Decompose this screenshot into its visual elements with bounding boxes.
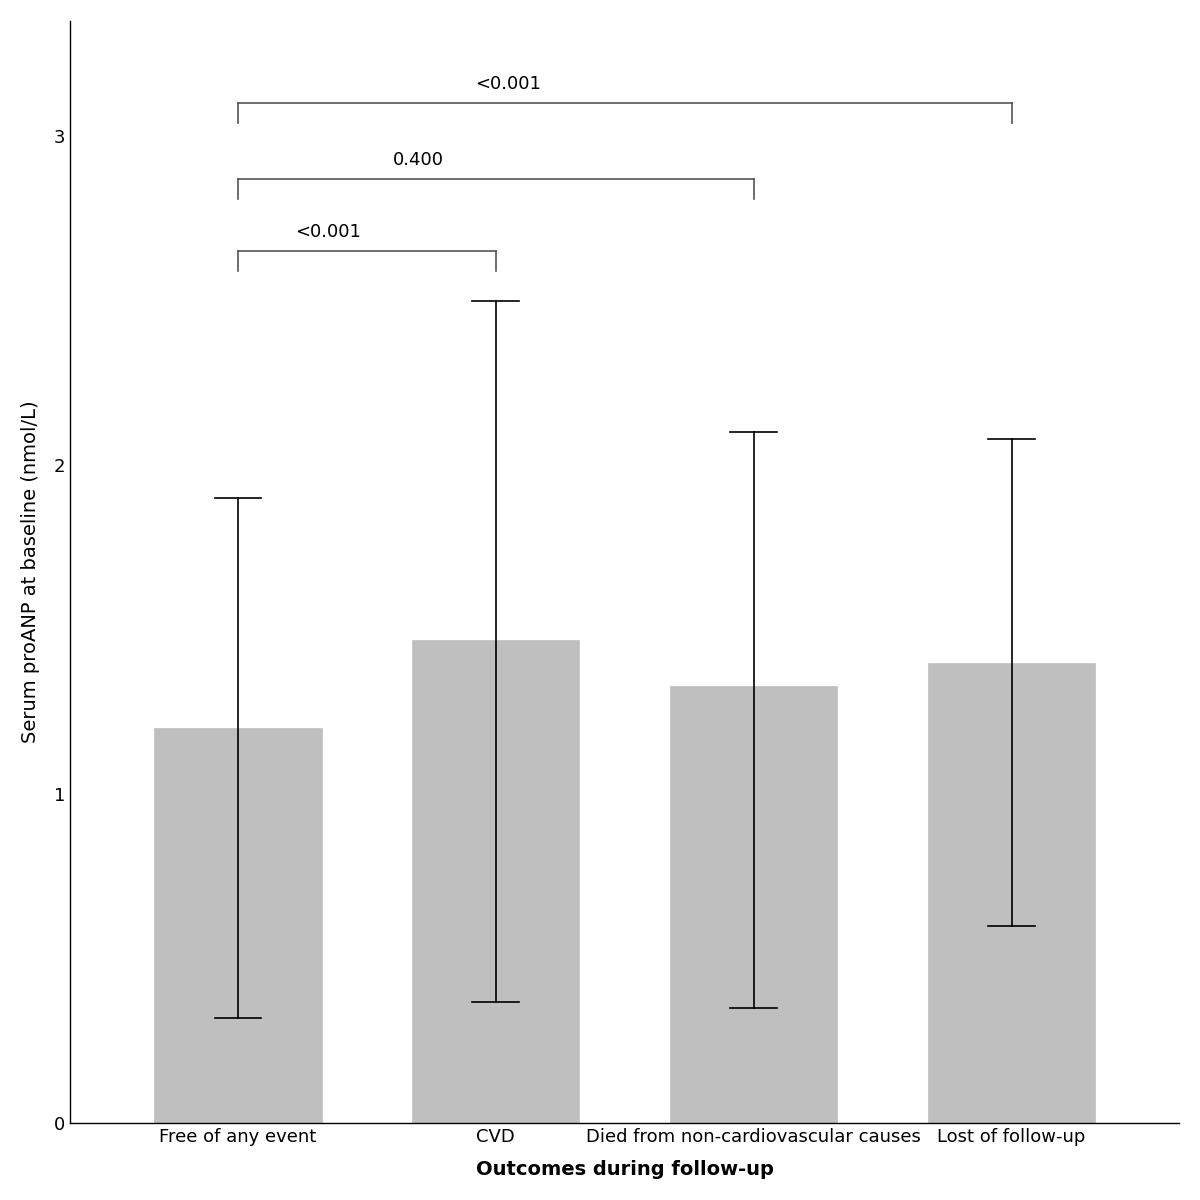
Text: <0.001: <0.001 bbox=[295, 223, 361, 241]
Bar bbox=[928, 662, 1096, 1123]
Text: <0.001: <0.001 bbox=[475, 76, 541, 94]
X-axis label: Outcomes during follow-up: Outcomes during follow-up bbox=[475, 1160, 774, 1180]
Bar bbox=[670, 685, 838, 1123]
Bar bbox=[412, 640, 580, 1123]
Text: 0.400: 0.400 bbox=[392, 151, 444, 169]
Bar bbox=[154, 728, 322, 1123]
Y-axis label: Serum proANP at baseline (nmol/L): Serum proANP at baseline (nmol/L) bbox=[20, 401, 40, 744]
